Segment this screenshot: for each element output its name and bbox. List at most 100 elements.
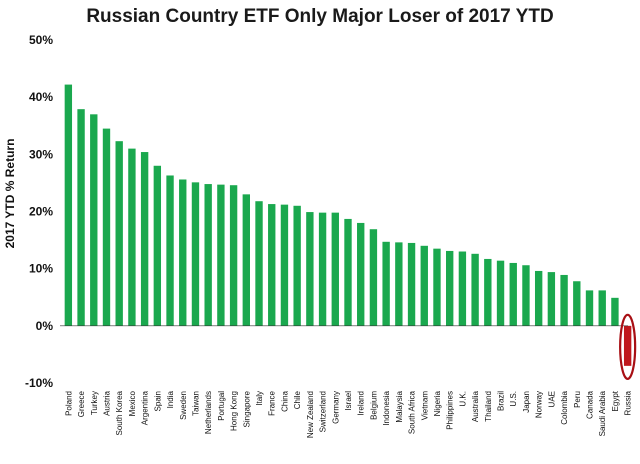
x-category-label: Germany: [331, 391, 340, 424]
x-category-label: Spain: [153, 391, 162, 411]
bar-ireland: [357, 222, 365, 326]
x-category-label: Norway: [535, 391, 544, 418]
bar-vietnam: [420, 245, 428, 326]
bar-singapore: [242, 194, 250, 326]
x-category-label: Singapore: [242, 390, 251, 427]
russia-highlight-ellipse: [619, 313, 637, 380]
x-category-label: Poland: [64, 391, 73, 416]
x-category-label: Switzerland: [319, 391, 328, 432]
bar-peru: [573, 281, 581, 326]
x-category-label: India: [166, 390, 175, 408]
bar-hong-kong: [229, 185, 238, 326]
y-tick-label: 30%: [29, 147, 53, 161]
x-category-label: France: [268, 390, 277, 415]
y-tick-label: 10%: [29, 262, 53, 276]
y-tick-label: -10%: [25, 376, 53, 390]
y-tick-label: 50%: [29, 33, 53, 47]
x-category-label: China: [280, 390, 289, 411]
bar-egypt: [611, 297, 619, 326]
bar-chile: [293, 205, 301, 326]
bars: [64, 84, 632, 366]
bar-india: [166, 175, 174, 326]
x-category-label: Taiwan: [191, 391, 200, 416]
x-axis-category-labels: Poland Greece Turkey Austria South Korea Mexi…: [64, 390, 632, 438]
x-category-label: Colombia: [560, 390, 569, 424]
bar-austria: [102, 128, 111, 326]
y-tick-label: 20%: [29, 205, 53, 219]
x-category-label: Israel: [344, 391, 353, 411]
chart-title: Russian Country ETF Only Major Loser of …: [86, 6, 554, 27]
x-category-label: Chile: [293, 390, 302, 409]
bar-germany: [331, 212, 339, 326]
x-category-label: Argentina: [141, 390, 150, 425]
bar-taiwan: [191, 182, 200, 326]
x-category-label: Turkey: [90, 391, 99, 415]
y-axis-title: 2017 YTD % Return: [3, 139, 17, 249]
bar-indonesia: [382, 241, 390, 326]
bar-u-k: [458, 251, 467, 326]
bar-argentina: [140, 152, 149, 326]
bar-spain: [153, 165, 162, 326]
y-axis-ticks: -10% 0% 10% 20% 30% 40% 50%: [25, 33, 53, 390]
bar-belgium: [369, 229, 378, 326]
x-category-label: Italy: [255, 391, 264, 406]
bar-israel: [344, 218, 352, 326]
x-category-label: Austria: [102, 390, 111, 415]
bar-switzerland: [318, 212, 327, 326]
y-tick-label: 0%: [36, 319, 54, 333]
bar-malaysia: [395, 242, 403, 326]
bar-poland: [64, 84, 73, 326]
x-category-label: Mexico: [128, 390, 137, 416]
x-category-label: UAE: [547, 391, 556, 407]
x-category-label: Saudi Arabia: [598, 390, 607, 436]
x-category-label: Vietnam: [420, 391, 429, 421]
bar-portugal: [217, 184, 225, 326]
x-category-label: Sweden: [179, 391, 188, 420]
bar-norway: [534, 270, 543, 326]
x-category-label: South Korea: [115, 390, 124, 435]
x-category-label: Thailand: [484, 391, 493, 422]
x-category-label: Indonesia: [382, 390, 391, 425]
bar-france: [268, 204, 276, 326]
x-category-label: U.S.: [509, 391, 518, 407]
bar-south-korea: [115, 141, 123, 326]
x-category-label: U.K.: [458, 391, 467, 407]
bar-australia: [471, 253, 479, 326]
bar-saudi-arabia: [598, 290, 606, 326]
bar-uae: [547, 272, 556, 326]
x-category-label: Australia: [471, 390, 480, 422]
x-category-label: South Africa: [408, 390, 417, 434]
x-category-label: Nigeria: [433, 390, 442, 416]
x-category-label: Portugal: [217, 391, 226, 421]
bar-sweden: [179, 179, 187, 326]
x-category-label: Greece: [77, 390, 86, 417]
x-category-label: Philippines: [446, 391, 455, 430]
bar-u-s: [509, 262, 517, 326]
bar-nigeria: [433, 248, 441, 326]
bar-brazil: [496, 260, 505, 326]
x-category-label: Russia: [624, 390, 633, 415]
bar-greece: [77, 109, 85, 326]
bar-colombia: [560, 274, 568, 326]
bar-mexico: [128, 148, 136, 326]
bar-turkey: [90, 114, 98, 326]
x-category-label: Brazil: [497, 391, 506, 411]
bar-russia: [623, 325, 632, 366]
bar-south-africa: [407, 242, 416, 326]
x-category-label: New Zealand: [306, 391, 315, 438]
x-category-label: Malaysia: [395, 390, 404, 422]
bar-new-zealand: [306, 212, 314, 326]
bar-canada: [585, 290, 594, 326]
bar-thailand: [484, 258, 492, 326]
bar-netherlands: [204, 184, 212, 326]
x-category-label: Canada: [586, 390, 595, 419]
x-category-label: Egypt: [611, 390, 620, 411]
x-category-label: Peru: [573, 391, 582, 408]
x-category-label: Hong Kong: [230, 391, 239, 431]
bar-philippines: [446, 250, 454, 326]
x-category-label: Ireland: [357, 391, 366, 415]
x-category-label: Japan: [522, 391, 531, 413]
bar-japan: [522, 265, 530, 326]
x-category-label: Netherlands: [204, 391, 213, 434]
